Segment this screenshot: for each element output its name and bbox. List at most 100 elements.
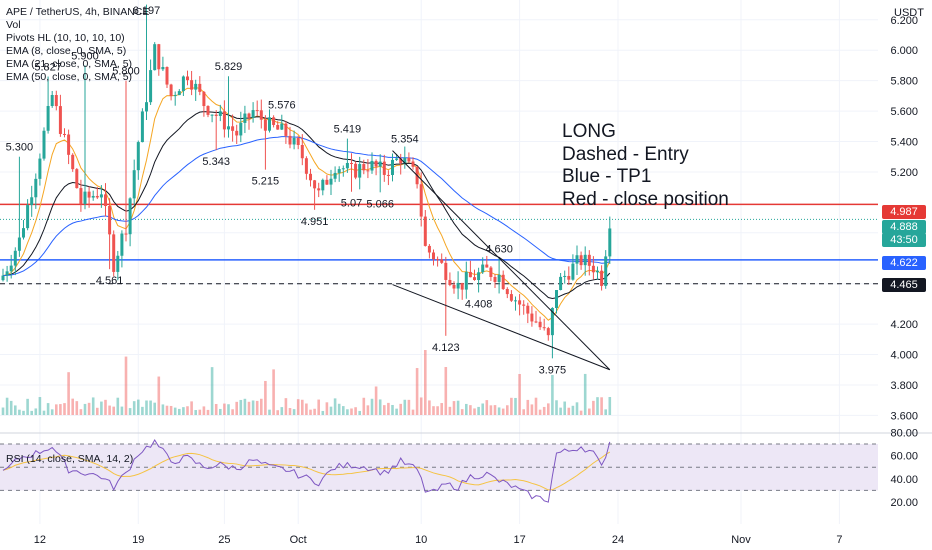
- candle: [95, 186, 99, 200]
- trade-note: LONG Dashed - Entry Blue - TP1 Red - clo…: [562, 121, 729, 211]
- candle-body: [124, 233, 128, 235]
- volume-bar: [600, 397, 603, 415]
- volume-bar: [104, 399, 107, 415]
- legend-vol[interactable]: Vol: [6, 19, 21, 31]
- candle: [579, 251, 583, 270]
- candle: [518, 294, 522, 316]
- candle: [255, 100, 259, 117]
- volume-bar: [296, 399, 300, 415]
- volume-bar: [96, 407, 99, 415]
- candle-body: [526, 305, 530, 314]
- candle-body: [473, 277, 476, 281]
- volume-bar: [182, 407, 185, 415]
- time-axis[interactable]: 121925Oct101724Nov714: [34, 534, 932, 546]
- candle-body: [350, 162, 353, 164]
- volume-bar: [280, 407, 284, 415]
- volume-bar: [362, 397, 366, 415]
- legend-ema21[interactable]: EMA (21, close, 0, SMA, 5): [6, 58, 133, 70]
- candle: [473, 269, 476, 281]
- rsi-tick-label: 20.00: [890, 497, 918, 509]
- candle-body: [477, 272, 481, 281]
- price-tick-label: 5.800: [890, 76, 918, 88]
- volume-bar: [428, 400, 431, 415]
- trendlines[interactable]: [392, 150, 611, 371]
- candle-body: [222, 111, 226, 130]
- volume-bar: [346, 409, 349, 415]
- volume-bar: [14, 405, 17, 415]
- volume-bar: [501, 408, 505, 415]
- volume-bar: [592, 400, 595, 415]
- candle-body: [550, 307, 554, 336]
- candle: [247, 112, 251, 130]
- volume-bar: [231, 409, 234, 415]
- volume-bar: [100, 401, 103, 415]
- candle-body: [239, 122, 243, 136]
- legend-pivots[interactable]: Pivots HL (10, 10, 10, 10): [6, 32, 125, 44]
- candle-body: [190, 80, 194, 90]
- candle-body: [575, 255, 579, 264]
- candle-body: [202, 91, 206, 107]
- candle: [477, 267, 481, 293]
- rsi-pane: [0, 439, 878, 503]
- candle-body: [194, 83, 198, 90]
- candle-body: [427, 245, 431, 253]
- candle: [337, 166, 341, 182]
- candle-body: [75, 169, 79, 189]
- candle: [432, 249, 435, 266]
- volume-bar: [264, 380, 267, 415]
- candle: [149, 59, 153, 105]
- symbol-title[interactable]: APE / TetherUS, 4h, BINANCE: [6, 6, 150, 18]
- price-axis[interactable]: 6.2006.0005.8005.6005.4005.2004.8004.200…: [890, 15, 918, 509]
- time-tick-label: Nov: [731, 534, 751, 546]
- candle-body: [58, 106, 62, 134]
- candle: [153, 42, 157, 71]
- volume-bar: [596, 397, 599, 415]
- candle-body: [563, 275, 567, 277]
- volume-bar: [538, 409, 542, 415]
- candle-body: [501, 274, 505, 289]
- candle-body: [296, 137, 300, 145]
- candle-body: [341, 168, 345, 170]
- candle-body: [559, 276, 563, 291]
- candle-body: [362, 164, 366, 171]
- volume-bar: [370, 398, 374, 415]
- candle-body: [46, 106, 50, 131]
- candle: [596, 266, 599, 280]
- price-tick-label: 4.200: [890, 319, 918, 331]
- note-line-2: Dashed - Entry: [562, 143, 689, 165]
- trendline: [392, 150, 611, 371]
- candle: [222, 100, 226, 138]
- candle: [378, 154, 382, 193]
- candle-body: [169, 84, 173, 97]
- pivot-label: 3.975: [539, 364, 567, 376]
- volume-bar: [165, 405, 169, 415]
- candle: [169, 83, 173, 101]
- volume-bar: [247, 401, 251, 415]
- candle-body: [276, 124, 280, 130]
- candle: [591, 256, 595, 280]
- candle-body: [255, 110, 259, 112]
- candle: [362, 159, 366, 175]
- candle-body: [509, 294, 513, 301]
- candle-body: [30, 197, 34, 206]
- rsi-legend[interactable]: RSI (14, close, SMA, 14, 2): [6, 453, 134, 465]
- candle: [87, 186, 91, 208]
- volume-bar: [579, 410, 583, 415]
- candle: [538, 316, 542, 330]
- volume-bar: [452, 401, 456, 415]
- candle-body: [374, 160, 378, 167]
- volume-bar: [399, 403, 402, 415]
- legend-ema50[interactable]: EMA (50, close, 0, SMA, 5): [6, 71, 133, 83]
- volume-bar: [415, 368, 419, 415]
- candle: [444, 256, 448, 336]
- candles[interactable]: [1, 4, 612, 359]
- candle: [563, 270, 567, 284]
- candle: [530, 306, 534, 327]
- candle-body: [99, 194, 103, 198]
- volume-bar: [489, 405, 493, 415]
- candle-body: [17, 237, 21, 251]
- candle-body: [571, 263, 575, 280]
- time-tick-label: Oct: [290, 534, 307, 546]
- legend-ema8[interactable]: EMA (8, close, 0, SMA, 5): [6, 45, 127, 57]
